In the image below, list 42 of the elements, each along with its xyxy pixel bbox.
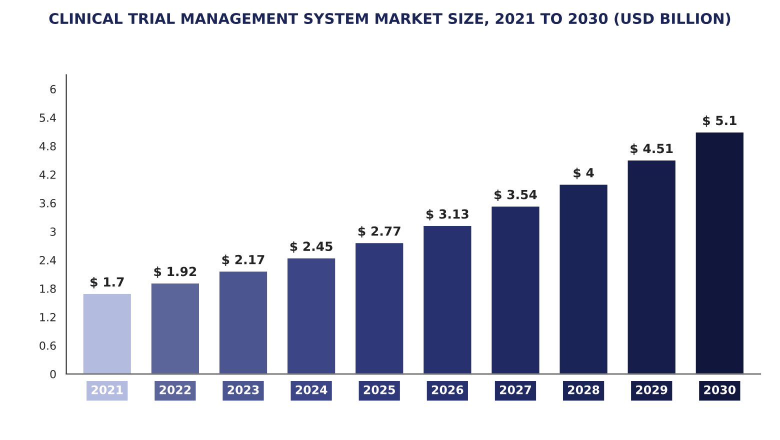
data-label: $ 1.92 [154, 266, 196, 278]
bar [490, 205, 541, 374]
bar [422, 224, 473, 374]
x-tick-label: 2024 [296, 385, 328, 394]
bar [354, 242, 405, 374]
bar [694, 131, 745, 374]
data-label: $ 2.45 [290, 241, 332, 253]
x-tick-label: 2025 [364, 385, 395, 394]
x-tick-label: 2028 [568, 385, 600, 394]
y-tick-label: 3.6 [40, 199, 56, 208]
data-label: $ 3.13 [426, 209, 468, 220]
data-label: $ 1.7 [90, 277, 124, 288]
y-tick-label: 2.4 [40, 256, 56, 264]
y-tick-label: 0 [50, 370, 56, 378]
x-tick-label: 2030 [704, 385, 736, 394]
data-label: $ 4.51 [630, 144, 673, 155]
x-tick-label: 2026 [432, 385, 464, 394]
data-label: $ 4 [574, 168, 594, 180]
x-tick-label: 2029 [636, 385, 668, 394]
bar [150, 282, 200, 374]
y-tick-label: 4.8 [39, 142, 56, 150]
y-tick-label: 1.8 [40, 284, 56, 293]
bar [286, 256, 337, 374]
bar [82, 292, 132, 374]
x-tick-label: 2027 [500, 385, 531, 394]
bar [626, 159, 677, 374]
data-label: $ 2.77 [358, 226, 400, 238]
data-label: $ 3.54 [494, 190, 537, 201]
chart-title: CLINICAL TRIAL MANAGEMENT SYSTEM MARKET SIZE, 2021 TO 2030 (USD BILLION) [49, 12, 730, 26]
y-tick-label: 5.4 [40, 114, 56, 122]
x-tick-label: 2021 [92, 385, 123, 394]
x-tick-label: 2023 [228, 385, 259, 394]
bar [558, 183, 609, 374]
data-label: $ 2.17 [222, 254, 264, 266]
data-label: $ 5.1 [703, 116, 736, 127]
y-tick-label: 0.6 [40, 341, 56, 350]
bar [218, 270, 268, 374]
x-tick-label: 2022 [160, 385, 191, 394]
y-tick-label: 6 [50, 85, 56, 94]
y-tick-label: 4.2 [39, 170, 56, 179]
y-tick-label: 1.2 [40, 312, 56, 322]
y-tick-label: 3 [50, 228, 56, 236]
